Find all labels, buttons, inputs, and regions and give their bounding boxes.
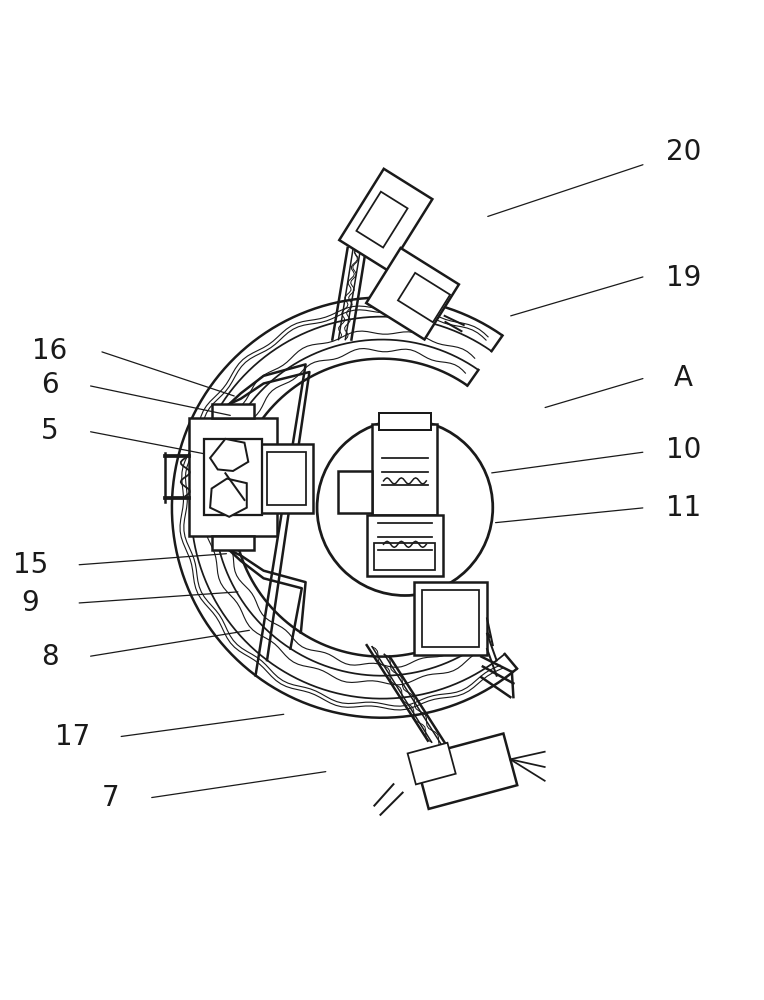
Bar	[338, 471, 373, 513]
Bar	[414, 582, 487, 655]
Polygon shape	[398, 273, 450, 322]
Text: 7: 7	[102, 784, 120, 812]
Polygon shape	[366, 248, 459, 339]
Polygon shape	[366, 248, 459, 339]
Text: 17: 17	[55, 723, 90, 751]
Text: 10: 10	[666, 436, 701, 464]
Circle shape	[317, 420, 493, 595]
Bar	[204, 439, 261, 515]
Text: A: A	[675, 364, 693, 392]
Polygon shape	[415, 734, 517, 809]
Bar	[267, 452, 306, 505]
Bar	[379, 413, 431, 430]
Polygon shape	[210, 479, 247, 517]
Bar	[367, 515, 443, 576]
Text: 9: 9	[21, 589, 40, 617]
Bar	[212, 404, 254, 418]
Bar	[260, 444, 313, 513]
Text: 16: 16	[32, 337, 67, 365]
Polygon shape	[339, 169, 432, 270]
Bar	[374, 543, 435, 570]
Bar	[422, 590, 480, 647]
Bar	[212, 536, 254, 550]
Bar	[189, 418, 277, 536]
Text: 6: 6	[40, 371, 59, 399]
Text: 19: 19	[666, 264, 701, 292]
Polygon shape	[210, 439, 248, 471]
Text: 15: 15	[13, 551, 48, 579]
Text: 8: 8	[40, 643, 59, 671]
Polygon shape	[356, 192, 408, 248]
Bar	[373, 424, 437, 515]
Text: 11: 11	[666, 494, 701, 522]
Polygon shape	[407, 743, 456, 784]
Text: 5: 5	[40, 417, 59, 445]
Text: 20: 20	[666, 138, 701, 166]
